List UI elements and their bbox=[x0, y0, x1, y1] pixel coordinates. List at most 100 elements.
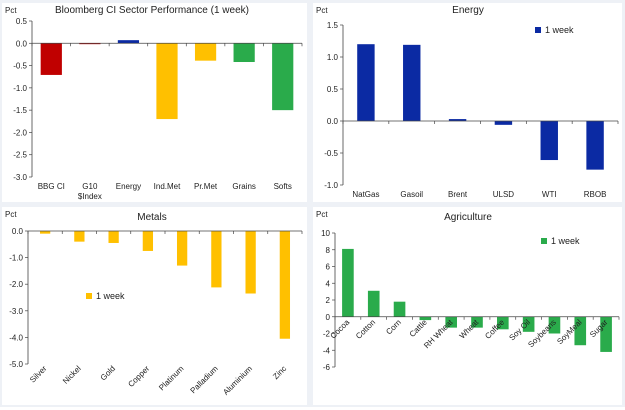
bar bbox=[494, 121, 513, 125]
bar bbox=[419, 316, 432, 321]
y-tick-label: 0.0 bbox=[327, 117, 339, 126]
bar bbox=[233, 43, 255, 63]
x-tick-label: Softs bbox=[274, 182, 292, 191]
x-tick-label-line: G10 bbox=[82, 182, 98, 191]
x-tick-label-line: BBG CI bbox=[38, 182, 65, 191]
y-tick-label: 0.5 bbox=[16, 17, 28, 26]
x-tick-label-line: $Index bbox=[78, 192, 102, 201]
x-tick-label: Pr.Met bbox=[194, 182, 218, 191]
legend-label: 1 week bbox=[551, 236, 580, 246]
y-tick-label: -2.0 bbox=[13, 128, 27, 137]
bar bbox=[448, 119, 467, 121]
x-tick-label: Grains bbox=[232, 182, 256, 191]
sector-performance-chart: Bloomberg CI Sector Performance (1 week)… bbox=[5, 5, 303, 201]
y-tick-label: -3.0 bbox=[13, 173, 27, 182]
bar bbox=[540, 121, 558, 161]
bar bbox=[194, 43, 217, 61]
chart-title: Agriculture bbox=[444, 212, 492, 223]
x-tick-label: Silver bbox=[28, 364, 49, 385]
panel-agriculture: Agriculture Pct 10 8 6 4 2 0 -2 -4 -6 Cocoa Cotton Co… bbox=[313, 207, 622, 405]
x-tick-label: Ind.Met bbox=[154, 182, 181, 191]
y-tick-label: 8 bbox=[326, 246, 331, 255]
x-tick-label: Corn bbox=[384, 318, 403, 337]
bar bbox=[600, 316, 612, 352]
bar bbox=[108, 231, 119, 243]
y-axis-label: Pct bbox=[5, 210, 17, 219]
bar bbox=[39, 231, 51, 234]
y-tick-label: 0.5 bbox=[327, 85, 339, 94]
bar bbox=[357, 44, 375, 122]
bar bbox=[574, 316, 587, 346]
y-tick-label: -2 bbox=[323, 330, 331, 339]
bar bbox=[79, 43, 101, 45]
chart-title: Energy bbox=[452, 5, 484, 16]
y-tick-label: 10 bbox=[321, 229, 330, 238]
y-tick-label: -4 bbox=[323, 346, 331, 355]
bar bbox=[471, 316, 483, 328]
x-tick-label: Brent bbox=[448, 190, 468, 199]
bar bbox=[403, 44, 421, 122]
x-tick-label-line: Energy bbox=[116, 182, 141, 191]
y-tick-label: -4.0 bbox=[9, 333, 23, 342]
panel-sector-performance: Bloomberg CI Sector Performance (1 week)… bbox=[2, 3, 307, 202]
legend-swatch bbox=[541, 238, 547, 244]
bar bbox=[445, 316, 457, 328]
y-tick-label: -3.0 bbox=[9, 307, 23, 316]
y-tick-label: 0.0 bbox=[12, 227, 24, 236]
x-tick-label: Zinc bbox=[271, 364, 288, 381]
bar bbox=[342, 248, 354, 317]
x-tick-label: Cocoa bbox=[329, 317, 352, 340]
y-tick-label: -0.5 bbox=[324, 149, 338, 158]
bar bbox=[211, 231, 222, 288]
chart-title: Metals bbox=[137, 212, 166, 223]
x-tick-label-line: Ind.Met bbox=[154, 182, 181, 191]
x-tick-label-line: Softs bbox=[274, 182, 292, 191]
x-tick-label: BBG CI bbox=[38, 182, 65, 191]
y-tick-label: 0.0 bbox=[16, 39, 28, 48]
legend-swatch bbox=[535, 27, 541, 33]
x-tick-label-line: Grains bbox=[232, 182, 256, 191]
x-tick-label: Copper bbox=[126, 364, 151, 389]
y-axis-label: Pct bbox=[316, 210, 328, 219]
bar bbox=[156, 43, 178, 120]
x-tick-label: Energy bbox=[116, 182, 141, 191]
x-tick-label: WTI bbox=[542, 190, 557, 199]
y-tick-label: -2.0 bbox=[9, 280, 23, 289]
legend-swatch bbox=[86, 293, 92, 299]
bar bbox=[522, 316, 535, 332]
x-tick-label: Aluminium bbox=[221, 364, 254, 397]
panel-energy: Energy Pct 1.5 1.0 0.5 0.0 -0.5 -1.0 NatGas Gasoi… bbox=[313, 3, 622, 202]
x-tick-label: G10 $Index bbox=[78, 182, 102, 201]
y-tick-label: -1.0 bbox=[9, 254, 23, 263]
legend-label: 1 week bbox=[545, 25, 574, 35]
bar bbox=[245, 231, 256, 294]
x-tick-label: Gold bbox=[99, 364, 117, 382]
bar bbox=[40, 43, 62, 75]
x-tick-label-line: Pr.Met bbox=[194, 182, 218, 191]
x-tick-label: RH Wheat bbox=[422, 317, 455, 350]
bar bbox=[272, 43, 294, 111]
bar bbox=[586, 121, 604, 170]
y-tick-label: -1.0 bbox=[13, 84, 27, 93]
chart-title: Bloomberg CI Sector Performance (1 week) bbox=[55, 5, 249, 16]
x-tick-label: Cattle bbox=[408, 317, 430, 339]
x-tick-label: Platinum bbox=[157, 364, 186, 393]
x-tick-label: Cotton bbox=[354, 318, 377, 341]
y-tick-label: 0 bbox=[326, 313, 331, 322]
y-tick-label: 2 bbox=[326, 296, 331, 305]
x-tick-label: Palladium bbox=[189, 364, 220, 395]
bar bbox=[393, 301, 406, 317]
bar bbox=[74, 231, 85, 242]
metals-chart: Metals Pct 0.0 -1.0 -2.0 -3.0 -4.0 -5.0 Silver Ni… bbox=[5, 210, 303, 397]
y-axis-label: Pct bbox=[5, 6, 17, 15]
bar bbox=[176, 231, 188, 266]
x-tick-label: Nickel bbox=[61, 364, 83, 386]
bar bbox=[548, 316, 561, 334]
bar bbox=[497, 316, 509, 330]
y-tick-label: -0.5 bbox=[13, 62, 27, 71]
legend-label: 1 week bbox=[96, 291, 125, 301]
y-tick-label: 4 bbox=[326, 279, 331, 288]
bar bbox=[279, 231, 291, 339]
x-tick-label: NatGas bbox=[352, 190, 379, 199]
